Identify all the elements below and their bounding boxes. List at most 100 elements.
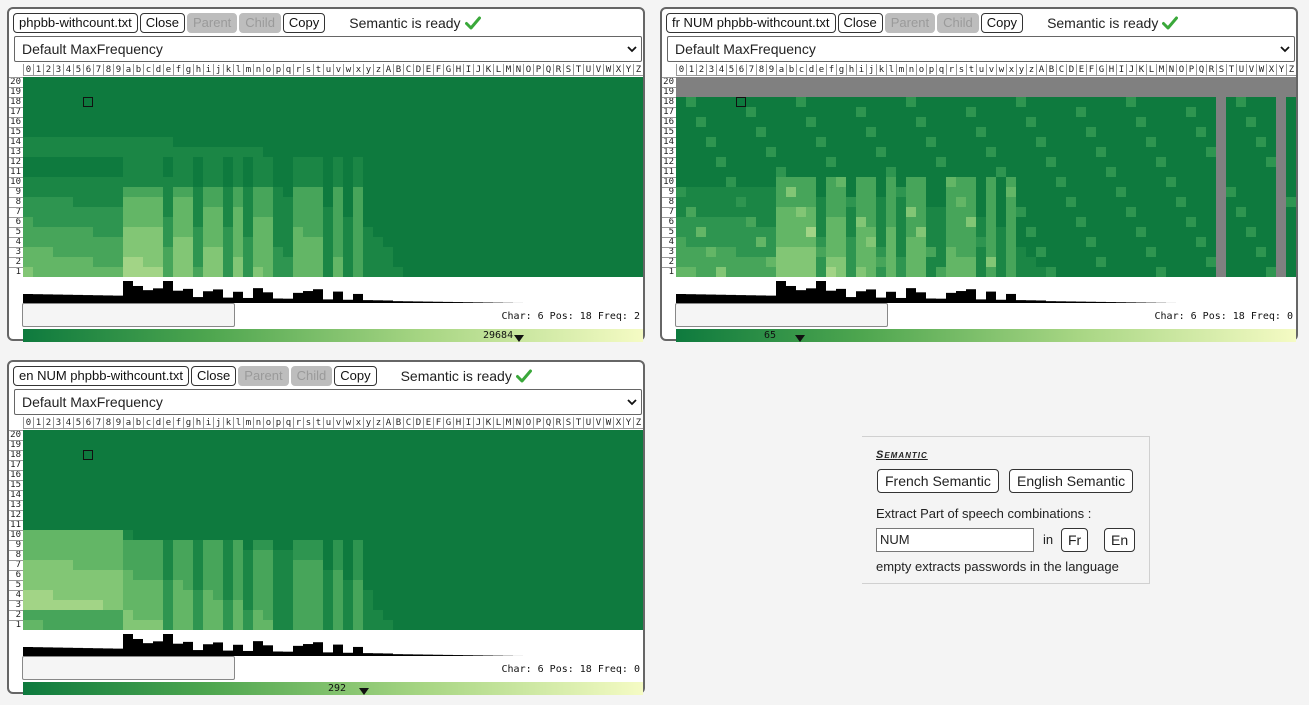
heatmap-cell[interactable] — [433, 590, 443, 600]
heatmap-cell[interactable] — [433, 580, 443, 590]
heatmap-cell[interactable] — [143, 580, 153, 590]
heatmap-cell[interactable] — [303, 560, 313, 570]
heatmap-cell[interactable] — [1076, 227, 1086, 237]
heatmap-cell[interactable] — [1166, 117, 1176, 127]
heatmap-cell[interactable] — [393, 480, 403, 490]
heatmap-cell[interactable] — [443, 77, 453, 87]
heatmap-cell[interactable] — [413, 97, 423, 107]
heatmap-cell[interactable] — [83, 530, 93, 540]
heatmap-cell[interactable] — [623, 237, 633, 247]
heatmap-cell[interactable] — [876, 77, 886, 87]
heatmap-cell[interactable] — [503, 600, 513, 610]
heatmap-cell[interactable] — [243, 440, 253, 450]
heatmap-cell[interactable] — [263, 227, 273, 237]
heatmap-cell[interactable] — [1026, 147, 1036, 157]
heatmap-cell[interactable] — [1066, 247, 1076, 257]
heatmap-cell[interactable] — [483, 620, 493, 630]
heatmap-cell[interactable] — [343, 570, 353, 580]
heatmap-cell[interactable] — [233, 440, 243, 450]
heatmap-cell[interactable] — [453, 207, 463, 217]
heatmap-cell[interactable] — [1016, 137, 1026, 147]
heatmap-cell[interactable] — [163, 107, 173, 117]
heatmap-cell[interactable] — [696, 127, 706, 137]
heatmap-cell[interactable] — [1196, 247, 1206, 257]
heatmap-cell[interactable] — [866, 187, 876, 197]
heatmap-cell[interactable] — [1226, 217, 1236, 227]
heatmap-cell[interactable] — [283, 570, 293, 580]
heatmap-cell[interactable] — [123, 620, 133, 630]
heatmap-cell[interactable] — [1006, 267, 1016, 277]
heatmap-cell[interactable] — [1046, 257, 1056, 267]
heatmap-cell[interactable] — [633, 227, 643, 237]
heatmap-cell[interactable] — [1066, 207, 1076, 217]
heatmap-cell[interactable] — [293, 570, 303, 580]
heatmap-cell[interactable] — [623, 167, 633, 177]
heatmap-cell[interactable] — [233, 540, 243, 550]
heatmap-cell[interactable] — [926, 97, 936, 107]
heatmap-cell[interactable] — [1206, 217, 1216, 227]
heatmap-cell[interactable] — [163, 247, 173, 257]
heatmap-cell[interactable] — [756, 207, 766, 217]
heatmap-cell[interactable] — [23, 610, 33, 620]
heatmap-cell[interactable] — [443, 430, 453, 440]
heatmap-cell[interactable] — [403, 207, 413, 217]
heatmap-cell[interactable] — [443, 267, 453, 277]
heatmap-cell[interactable] — [1156, 147, 1166, 157]
heatmap-cell[interactable] — [936, 207, 946, 217]
heatmap-cell[interactable] — [906, 117, 916, 127]
heatmap-cell[interactable] — [1006, 237, 1016, 247]
heatmap-cell[interactable] — [43, 550, 53, 560]
heatmap-cell[interactable] — [603, 460, 613, 470]
heatmap-cell[interactable] — [513, 490, 523, 500]
pos-combination-input[interactable]: NUM — [876, 528, 1034, 552]
heatmap-cell[interactable] — [283, 267, 293, 277]
heatmap-cell[interactable] — [133, 450, 143, 460]
heatmap-cell[interactable] — [553, 440, 563, 450]
heatmap-cell[interactable] — [83, 460, 93, 470]
heatmap-cell[interactable] — [533, 520, 543, 530]
heatmap-cell[interactable] — [23, 600, 33, 610]
heatmap-cell[interactable] — [453, 257, 463, 267]
heatmap-cell[interactable] — [926, 217, 936, 227]
heatmap-cell[interactable] — [603, 430, 613, 440]
heatmap-cell[interactable] — [393, 490, 403, 500]
heatmap-cell[interactable] — [1076, 197, 1086, 207]
heatmap-cell[interactable] — [473, 550, 483, 560]
heatmap-cell[interactable] — [363, 227, 373, 237]
heatmap-cell[interactable] — [1146, 127, 1156, 137]
heatmap-cell[interactable] — [343, 267, 353, 277]
heatmap-cell[interactable] — [303, 167, 313, 177]
heatmap-cell[interactable] — [493, 217, 503, 227]
heatmap-cell[interactable] — [213, 187, 223, 197]
heatmap-cell[interactable] — [906, 207, 916, 217]
heatmap-cell[interactable] — [223, 237, 233, 247]
heatmap-cell[interactable] — [1276, 227, 1286, 237]
heatmap-cell[interactable] — [1006, 177, 1016, 187]
heatmap-cell[interactable] — [93, 580, 103, 590]
heatmap-cell[interactable] — [143, 127, 153, 137]
heatmap-cell[interactable] — [93, 530, 103, 540]
heatmap-cell[interactable] — [513, 500, 523, 510]
heatmap-cell[interactable] — [223, 510, 233, 520]
heatmap-cell[interactable] — [1006, 247, 1016, 257]
heatmap-cell[interactable] — [1016, 237, 1026, 247]
heatmap-cell[interactable] — [213, 147, 223, 157]
heatmap-cell[interactable] — [706, 107, 716, 117]
heatmap-cell[interactable] — [996, 257, 1006, 267]
heatmap-cell[interactable] — [553, 187, 563, 197]
heatmap-cell[interactable] — [223, 157, 233, 167]
heatmap-cell[interactable] — [633, 167, 643, 177]
heatmap-cell[interactable] — [203, 187, 213, 197]
heatmap-cell[interactable] — [103, 177, 113, 187]
heatmap-cell[interactable] — [63, 147, 73, 157]
heatmap-cell[interactable] — [423, 267, 433, 277]
heatmap-cell[interactable] — [876, 97, 886, 107]
heatmap-cell[interactable] — [583, 87, 593, 97]
heatmap-cell[interactable] — [273, 77, 283, 87]
heatmap-cell[interactable] — [453, 500, 463, 510]
heatmap-cell[interactable] — [183, 207, 193, 217]
heatmap-cell[interactable] — [33, 167, 43, 177]
close-button[interactable]: Close — [191, 365, 237, 386]
heatmap-cell[interactable] — [1176, 127, 1186, 137]
heatmap-cell[interactable] — [143, 430, 153, 440]
